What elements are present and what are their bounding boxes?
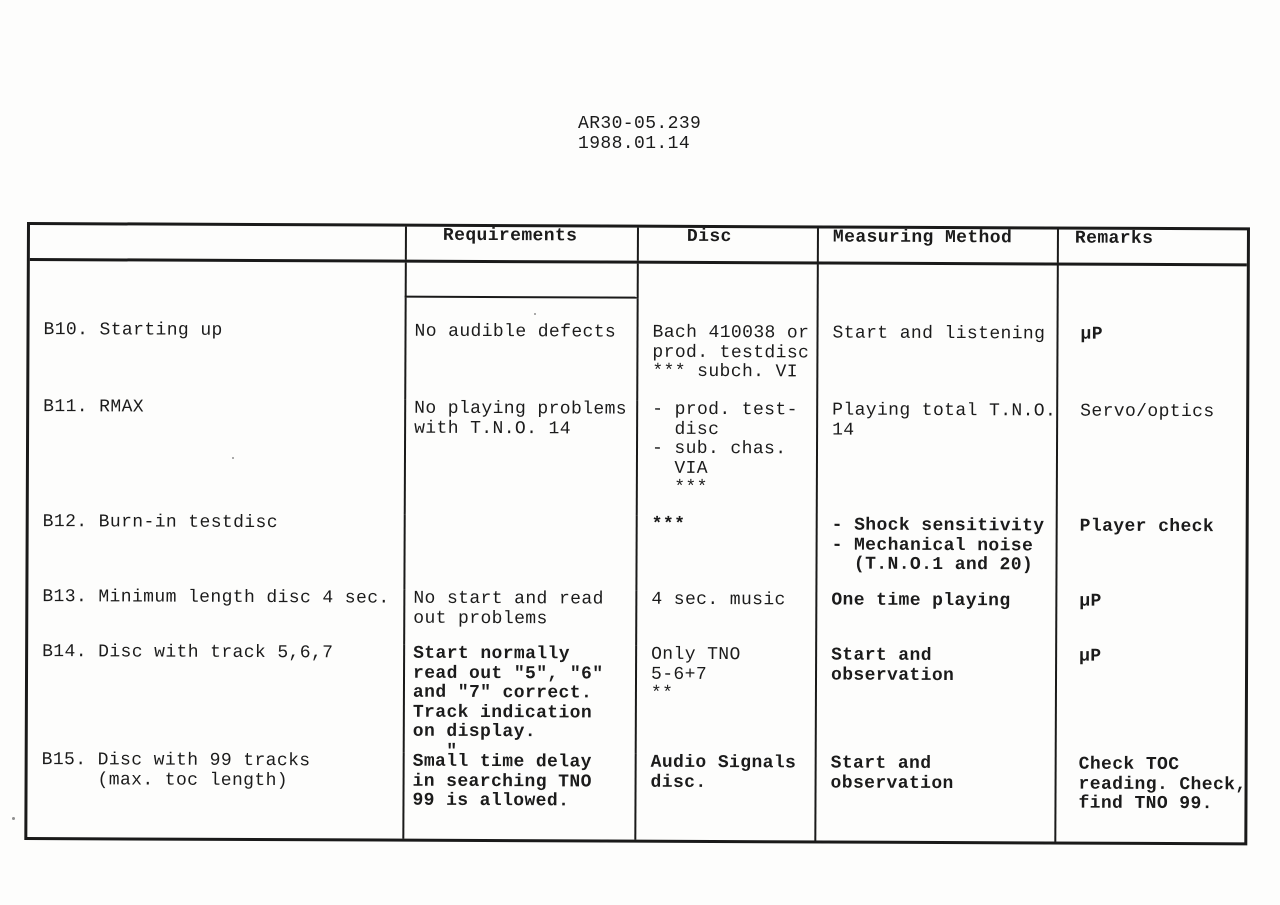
cell-b14-remarks: µP xyxy=(1054,647,1246,757)
cell-b12-remarks: Player check xyxy=(1055,517,1246,594)
document-header: AR30-05.239 1988.01.14 xyxy=(578,114,702,154)
empty-cell xyxy=(1056,265,1247,302)
scan-speck xyxy=(232,457,234,459)
table-row-b10: B10. Starting up No audible defects Bach… xyxy=(29,296,1247,404)
cell-b13-requirements: No start and read out problems xyxy=(403,589,636,646)
cell-b12-disc: *** xyxy=(635,515,816,592)
test-spec-table: Requirements Disc Measuring Method Remar… xyxy=(24,222,1250,846)
cell-b14-item: B14. Disc with track 5,6,7 xyxy=(42,643,334,664)
header-cell-disc: Disc xyxy=(636,227,817,262)
cell-b15-remarks: Check TOC reading. Check, find TNO 99. xyxy=(1054,755,1245,843)
header-cell-item xyxy=(30,225,405,260)
cell-b11-disc: - prod. test- disc - sub. chas. VIA *** xyxy=(635,400,817,517)
empty-cell xyxy=(30,261,405,298)
cell-b10-remarks: µP xyxy=(1056,300,1247,404)
empty-requirements-subcell xyxy=(404,262,637,299)
header-cell-requirements: Requirements xyxy=(404,226,637,261)
cell-b15-measuring-method: Start and observation xyxy=(814,754,1055,842)
table-row-b13: B13. Minimum length disc 4 sec. No start… xyxy=(28,588,1246,649)
header-cell-remarks: Remarks xyxy=(1056,229,1247,264)
cell-b13-item: B13. Minimum length disc 4 sec. xyxy=(42,588,390,609)
cell-b14-disc: Only TNO 5-6+7 ** xyxy=(634,645,816,755)
cell-b11-remarks: Servo/optics xyxy=(1055,402,1247,519)
empty-cell xyxy=(816,264,1057,301)
cell-b14-measuring-method: Start and observation xyxy=(814,646,1056,756)
cell-b14-requirements: Start normally read out "5", "6" and "7"… xyxy=(402,644,636,754)
empty-cell xyxy=(636,263,817,300)
empty-sub-row xyxy=(30,261,1247,302)
header-cell-measuring-method: Measuring Method xyxy=(816,228,1057,263)
document-date: 1988.01.14 xyxy=(578,133,691,154)
scan-speck xyxy=(12,817,15,820)
cell-b12-item: B12. Burn-in testdisc xyxy=(42,513,278,534)
table-row-b15: B15. Disc with 99 tracks (max. toc lengt… xyxy=(27,751,1245,843)
cell-b12-requirements xyxy=(403,514,636,591)
cell-b10-item: B10. Starting up xyxy=(43,320,223,341)
table-row-b14: B14. Disc with track 5,6,7 Start normall… xyxy=(28,643,1246,757)
cell-b10-measuring-method: Start and listening xyxy=(816,299,1057,403)
cell-b13-disc: 4 sec. music xyxy=(635,590,816,647)
cell-b13-remarks: µP xyxy=(1055,592,1246,649)
cell-b11-measuring-method: Playing total T.N.O. 14 xyxy=(815,401,1057,518)
cell-b11-item: B11. RMAX xyxy=(43,398,145,418)
cell-b15-disc: Audio Signals disc. xyxy=(634,753,815,841)
table-row-b12: B12. Burn-in testdisc *** - Shock sensit… xyxy=(28,513,1246,594)
cell-b13-measuring-method: One time playing xyxy=(815,591,1056,648)
table-header-row: Requirements Disc Measuring Method Remar… xyxy=(29,225,1247,267)
cell-b12-measuring-method: - Shock sensitivity - Mechanical noise (… xyxy=(815,516,1056,593)
cell-b15-requirements: Small time delay in searching TNO 99 is … xyxy=(402,752,635,840)
cell-b10-requirements: No audible defects xyxy=(404,297,637,401)
scan-speck xyxy=(534,313,536,315)
cell-b10-disc: Bach 410038 or prod. testdisc *** subch.… xyxy=(636,298,817,402)
document-reference: AR30-05.239 xyxy=(578,114,702,134)
cell-b15-item: B15. Disc with 99 tracks (max. toc lengt… xyxy=(41,751,311,791)
cell-b11-requirements: No playing problems with T.N.O. 14 xyxy=(403,399,637,516)
table-row-b11: B11. RMAX No playing problems with T.N.O… xyxy=(29,398,1247,519)
